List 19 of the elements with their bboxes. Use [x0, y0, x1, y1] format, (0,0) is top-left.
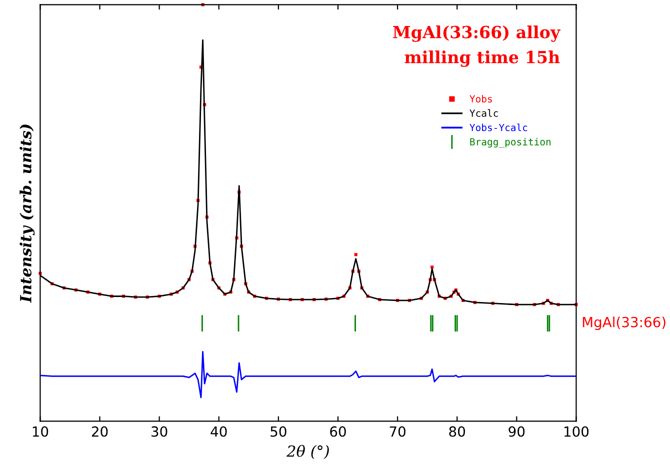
x-tick-label: 80	[449, 426, 466, 437]
x-tick-label: 60	[330, 426, 346, 437]
annotation: milling time 15h	[404, 50, 560, 67]
annotation: MgAl(33:66) alloy	[393, 26, 561, 42]
x-tick-label: 10	[32, 426, 48, 437]
x-tick-label: 20	[92, 426, 108, 437]
legend-label: Yobs	[470, 95, 492, 103]
legend-label: Bragg_position	[470, 138, 551, 148]
x-tick-label: 40	[210, 426, 227, 437]
y-axis-title: Intensity (arb. units)	[20, 124, 35, 303]
text: MgAl(33:66)	[582, 316, 666, 330]
x-tick-label: 50	[270, 426, 286, 437]
x-tick-label: 30	[152, 426, 168, 437]
legend-label: Yobs-Ycalc	[470, 124, 528, 132]
x-tick-label: 90	[508, 426, 525, 437]
x-axis-title: 2θ (°)	[286, 444, 329, 460]
legend-label: Ycalc	[470, 109, 498, 117]
x-tick-label: 100	[564, 426, 589, 437]
x-tick-label: 70	[390, 426, 406, 437]
